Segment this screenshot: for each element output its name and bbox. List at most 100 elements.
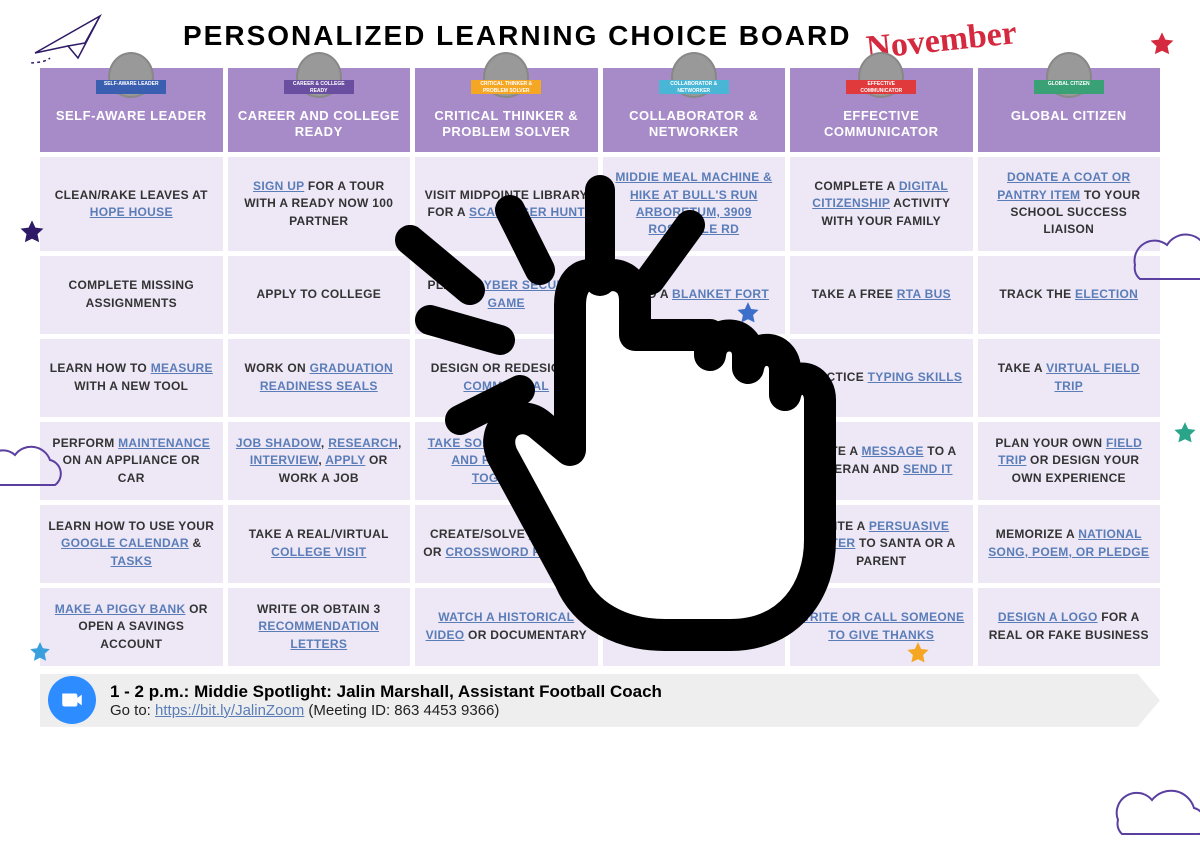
- choice-cell[interactable]: PRACTICE TYPING SKILLS: [790, 339, 973, 417]
- cell-link[interactable]: INTERVIEW: [250, 453, 319, 467]
- cell-link[interactable]: SEND IT: [903, 462, 952, 476]
- choice-cell[interactable]: CREATE/SOLVE SUDOKU OR CROSSWORD PUZZLES: [415, 505, 598, 583]
- star-icon: [1172, 420, 1198, 446]
- cell-link[interactable]: RECOMMENDATION LETTERS: [258, 619, 379, 650]
- main-title: PERSONALIZED LEARNING CHOICE BOARD: [183, 20, 851, 52]
- column-badge-icon: GLOBAL CITIZEN: [1034, 52, 1104, 102]
- choice-cell[interactable]: CLEAN/RAKE LEAVES AT HOPE HOUSE: [40, 157, 223, 251]
- cell-link[interactable]: TYPING SKILLS: [868, 370, 963, 384]
- cell-link[interactable]: APPLY: [325, 453, 365, 467]
- cloud-left: [0, 420, 65, 490]
- cloud-right-1: [1120, 210, 1200, 290]
- choice-cell[interactable]: TAKE A VIRTUAL FIELD TRIP: [978, 339, 1161, 417]
- choice-cell[interactable]: MAKE A PIGGY BANK OR OPEN A SAVINGS ACCO…: [40, 588, 223, 666]
- cell-link[interactable]: CYBER SECURITY GAME: [475, 278, 585, 309]
- choice-cell[interactable]: PLAY A FAMILY GAME: [603, 422, 786, 500]
- cell-link[interactable]: SCAVENGER HUNT: [469, 205, 585, 219]
- choice-cell[interactable]: WORK ON GRADUATION READINESS SEALS: [228, 339, 411, 417]
- cell-link[interactable]: MIDDIE MEAL MACHINE & HIKE AT BULL'S RUN…: [615, 170, 772, 236]
- column-header-label: SELF-AWARE LEADER: [46, 108, 217, 124]
- column-header-label: GLOBAL CITIZEN: [984, 108, 1155, 124]
- column-header-label: CAREER AND COLLEGE READY: [234, 108, 405, 141]
- page-root: PERSONALIZED LEARNING CHOICE BOARD Novem…: [0, 0, 1200, 850]
- cell-link[interactable]: WRITE OR CALL SOMEONE TO GIVE THANKS: [798, 610, 964, 641]
- column-header: GLOBAL CITIZENGLOBAL CITIZEN: [978, 68, 1161, 153]
- zoom-icon: [48, 676, 96, 724]
- cell-link[interactable]: CROSSWORD PUZZLES: [445, 545, 589, 559]
- choice-cell[interactable]: TAKE SOMETHING APART AND PUT IT BACK TOG…: [415, 422, 598, 500]
- column-header: CRITICAL THINKER & PROBLEM SOLVERCRITICA…: [415, 68, 598, 153]
- cell-link[interactable]: FIELD TRIP: [998, 436, 1142, 467]
- choice-cell[interactable]: TAKE A REAL/VIRTUAL COLLEGE VISIT: [228, 505, 411, 583]
- cell-link[interactable]: COLLEGE VISIT: [271, 545, 366, 559]
- column-header-label: COLLABORATOR & NETWORKER: [609, 108, 780, 141]
- title-row: PERSONALIZED LEARNING CHOICE BOARD Novem…: [40, 20, 1160, 60]
- choice-cell[interactable]: MIDDIE MEAL MACHINE & HIKE AT BULL'S RUN…: [603, 157, 786, 251]
- cell-link[interactable]: GRADUATION READINESS SEALS: [260, 361, 393, 392]
- cell-link[interactable]: RTA BUS: [897, 287, 951, 301]
- footer-line1: 1 - 2 p.m.: Middie Spotlight: Jalin Mars…: [110, 682, 1148, 702]
- choice-cell[interactable]: COMPLETE MISSING ASSIGNMENTS: [40, 256, 223, 334]
- column-badge-icon: SELF-AWARE LEADER: [96, 52, 166, 102]
- column-badge-icon: EFFECTIVE COMMUNICATOR: [846, 52, 916, 102]
- cell-link[interactable]: SUDOKU: [529, 527, 583, 541]
- cell-link[interactable]: TAKE SOMETHING APART AND PUT IT BACK TOG…: [428, 436, 585, 485]
- choice-cell[interactable]: PLAY A CYBER SECURITY GAME: [415, 256, 598, 334]
- footer-link[interactable]: https://bit.ly/JalinZoom: [155, 702, 304, 719]
- column-header-label: EFFECTIVE COMMUNICATOR: [796, 108, 967, 141]
- cell-link[interactable]: MAINTENANCE: [118, 436, 210, 450]
- choice-cell[interactable]: LEARN HOW TO MEASURE WITH A NEW TOOL: [40, 339, 223, 417]
- choice-cell[interactable]: TAKE A FREE RTA BUS: [790, 256, 973, 334]
- cell-link[interactable]: COMMERCIAL: [463, 379, 549, 393]
- cell-link[interactable]: SIGN UP: [253, 179, 304, 193]
- cell-link[interactable]: DIGITAL CITIZENSHIP: [812, 179, 948, 210]
- cell-link[interactable]: DESIGN A LOGO: [998, 610, 1098, 624]
- column-header-label: CRITICAL THINKER & PROBLEM SOLVER: [421, 108, 592, 141]
- cell-link[interactable]: WATCH A HISTORICAL VIDEO: [426, 610, 575, 641]
- choice-cell[interactable]: WATCH A HISTORICAL VIDEO OR DOCUMENTARY: [415, 588, 598, 666]
- choice-cell[interactable]: PLAN YOUR OWN FIELD TRIP OR DESIGN YOUR …: [978, 422, 1161, 500]
- cell-link[interactable]: FAMILY GAME: [675, 453, 760, 467]
- choice-cell[interactable]: VISIT MIDPOINTE LIBRARY FOR A SCAVENGER …: [415, 157, 598, 251]
- choice-cell[interactable]: WRITE OR CALL SOMEONE TO GIVE THANKS: [790, 588, 973, 666]
- choice-cell[interactable]: PLAY PICTIONARY WITH YOUR FAMILY OR FRIE…: [603, 588, 786, 666]
- cell-link[interactable]: MESSAGE: [862, 444, 924, 458]
- choice-cell[interactable]: PERFORM MAINTENANCE ON AN APPLIANCE OR C…: [40, 422, 223, 500]
- cell-link[interactable]: PICTIONARY: [656, 610, 732, 624]
- star-icon: [735, 300, 761, 326]
- footer-prefix: Go to:: [110, 702, 155, 719]
- cell-link[interactable]: JOB SHADOW: [236, 436, 321, 450]
- star-icon: [18, 218, 46, 246]
- choice-cell[interactable]: DESIGN OR REDESIGN A COMMERCIAL: [415, 339, 598, 417]
- choice-cell[interactable]: DESIGN A GAME: [603, 339, 786, 417]
- choice-cell[interactable]: LEARN A NEW SKILL: [603, 505, 786, 583]
- choice-cell[interactable]: COMPLETE A DIGITAL CITIZENSHIP ACTIVITY …: [790, 157, 973, 251]
- choice-cell[interactable]: WRITE A PERSUASIVE LETTER TO SANTA OR A …: [790, 505, 973, 583]
- choice-cell[interactable]: MEMORIZE A NATIONAL SONG, POEM, OR PLEDG…: [978, 505, 1161, 583]
- choice-cell[interactable]: DESIGN A LOGO FOR A REAL OR FAKE BUSINES…: [978, 588, 1161, 666]
- choice-cell[interactable]: WRITE OR OBTAIN 3 RECOMMENDATION LETTERS: [228, 588, 411, 666]
- cell-link[interactable]: VIRTUAL FIELD TRIP: [1046, 361, 1140, 392]
- cell-link[interactable]: MAKE A PIGGY BANK: [55, 602, 186, 616]
- cell-link[interactable]: GOOGLE CALENDAR: [61, 536, 189, 550]
- choice-cell[interactable]: SIGN UP FOR A TOUR WITH A READY NOW 100 …: [228, 157, 411, 251]
- cell-link[interactable]: MEASURE: [151, 361, 213, 375]
- cell-link[interactable]: PERSUASIVE LETTER: [807, 519, 949, 550]
- footer-suffix: (Meeting ID: 863 4453 9366): [304, 702, 499, 719]
- column-header: CAREER & COLLEGE READYCAREER AND COLLEGE…: [228, 68, 411, 153]
- cell-link[interactable]: DONATE A COAT OR PANTRY ITEM: [997, 170, 1130, 201]
- star-icon: [905, 640, 931, 666]
- cell-link[interactable]: HOPE HOUSE: [90, 205, 173, 219]
- choice-cell[interactable]: LEARN HOW TO USE YOUR GOOGLE CALENDAR & …: [40, 505, 223, 583]
- cell-link[interactable]: NEW SKILL: [688, 536, 757, 550]
- cell-link[interactable]: GAME: [707, 370, 744, 384]
- cell-link[interactable]: TASKS: [111, 554, 152, 568]
- column-header: COLLABORATOR & NETWORKERCOLLABORATOR & N…: [603, 68, 786, 153]
- cell-link[interactable]: RESEARCH: [328, 436, 398, 450]
- choice-cell[interactable]: WRITE A MESSAGE TO A VETERAN AND SEND IT: [790, 422, 973, 500]
- choice-cell[interactable]: JOB SHADOW, RESEARCH, INTERVIEW, APPLY O…: [228, 422, 411, 500]
- choice-cell[interactable]: APPLY TO COLLEGE: [228, 256, 411, 334]
- footer-banner: 1 - 2 p.m.: Middie Spotlight: Jalin Mars…: [40, 674, 1160, 727]
- choice-grid: SELF-AWARE LEADERSELF-AWARE LEADER CAREE…: [40, 68, 1160, 666]
- cell-link[interactable]: NATIONAL SONG, POEM, OR PLEDGE: [988, 527, 1149, 558]
